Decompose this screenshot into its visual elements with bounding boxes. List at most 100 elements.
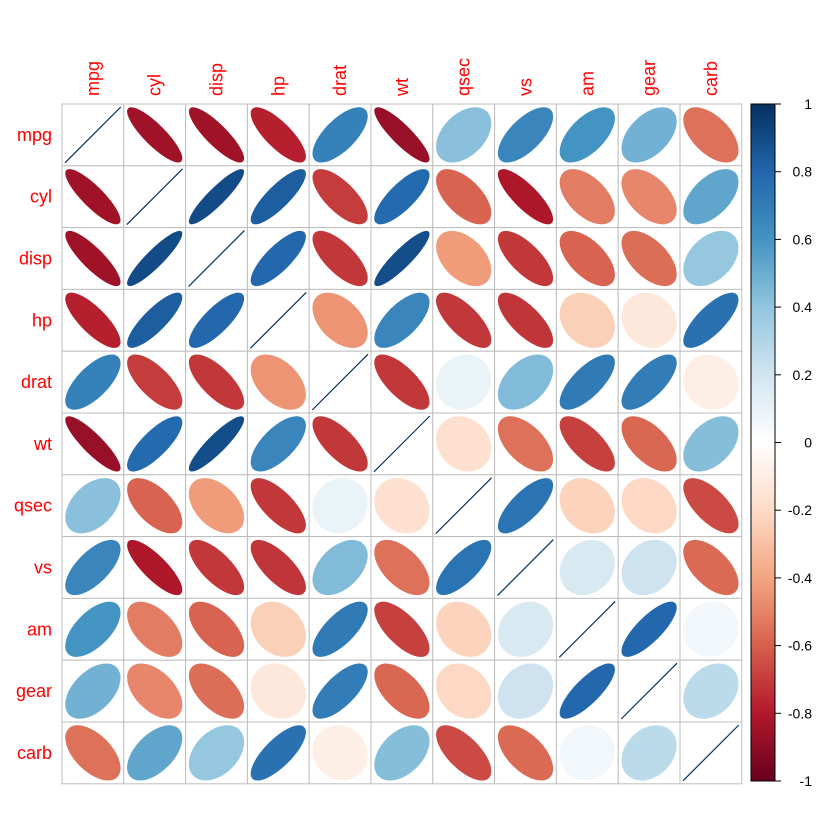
correlation-ellipse [436, 601, 492, 657]
cell-mpg-qsec [432, 103, 496, 167]
correlation-ellipse [683, 292, 739, 348]
column-label-drat: drat [330, 65, 350, 96]
correlation-ellipse [436, 107, 492, 163]
correlation-ellipse [497, 169, 554, 225]
correlation-ellipse [65, 416, 121, 472]
correlation-ellipse [127, 230, 183, 287]
cell-vs-mpg [61, 536, 125, 599]
cell-hp-cyl [123, 288, 187, 352]
colorbar-tick-label: -1 [800, 773, 813, 789]
correlation-ellipse [436, 416, 492, 472]
correlation-ellipse [374, 354, 430, 410]
cell-hp-gear [617, 288, 681, 352]
colorbar-tick-label: 0.4 [793, 299, 813, 315]
colorbar-tick-label: 0 [804, 435, 812, 451]
correlation-ellipse [312, 663, 368, 719]
cell-carb-disp [185, 721, 248, 785]
correlation-ellipse [188, 292, 245, 348]
row-label-wt: wt [33, 434, 52, 454]
correlation-ellipse [683, 663, 739, 719]
correlation-ellipse [374, 230, 430, 287]
cell-cyl-carb [679, 165, 743, 229]
correlation-ellipse [188, 354, 245, 410]
colorbar-tick-label: -0.4 [788, 570, 812, 586]
correlation-ellipse [127, 539, 183, 596]
row-labels: mpg cyl disp hp drat wt qsec vs am gear carb [14, 125, 52, 763]
correlation-ellipse [250, 169, 306, 225]
cell-disp-cyl [123, 227, 187, 290]
correlation-ellipse [127, 725, 183, 781]
correlation-ellipse [312, 292, 368, 348]
correlation-ellipse [188, 416, 245, 472]
colorbar-tick-label: 0.2 [793, 367, 813, 383]
cell-mpg-cyl [123, 103, 187, 167]
cell-am-cyl [123, 597, 187, 661]
correlation-ellipse [65, 478, 121, 534]
cell-qsec-drat [308, 474, 372, 538]
correlation-ellipse [497, 292, 554, 348]
row-label-carb: carb [17, 743, 52, 763]
column-label-mpg: mpg [83, 61, 103, 96]
cell-mpg-mpg [61, 103, 125, 167]
correlation-ellipse [683, 354, 739, 410]
cell-cyl-mpg [61, 165, 125, 229]
correlation-ellipse [559, 725, 615, 781]
correlation-ellipse [127, 292, 183, 348]
correlation-ellipse [497, 478, 554, 534]
cell-drat-hp [246, 350, 310, 414]
correlation-ellipse [436, 539, 492, 596]
correlation-ellipse [683, 107, 739, 163]
correlation-ellipse [621, 292, 677, 348]
correlation-ellipse [312, 107, 368, 163]
correlation-ellipse [127, 663, 183, 719]
correlation-ellipse [497, 725, 554, 781]
correlation-ellipse [559, 354, 615, 410]
colorbar: 1 0.8 0.6 0.4 0.2 0 -0.2 -0.4 -0.6 -0.8 -1 [750, 96, 813, 789]
cell-hp-vs [494, 288, 557, 352]
correlation-ellipse [559, 416, 615, 472]
cell-cyl-qsec [432, 165, 496, 229]
correlation-ellipse [65, 230, 121, 287]
correlation-ellipse [250, 725, 306, 781]
cell-gear-qsec [432, 659, 496, 723]
correlation-ellipse [559, 107, 615, 163]
correlation-mark [497, 539, 554, 596]
cell-qsec-cyl [123, 474, 187, 538]
correlation-ellipse [65, 169, 121, 225]
cell-carb-hp [246, 721, 310, 785]
cell-gear-carb [679, 659, 743, 723]
correlation-ellipse [559, 230, 615, 287]
cell-mpg-gear [617, 103, 681, 167]
correlation-ellipse [683, 230, 739, 287]
cell-disp-disp [185, 227, 248, 290]
cell-wt-vs [494, 412, 557, 476]
cell-cyl-hp [246, 165, 310, 229]
cell-drat-disp [185, 350, 248, 414]
cell-wt-cyl [123, 412, 187, 476]
cell-hp-disp [185, 288, 248, 352]
cell-qsec-am [555, 474, 619, 538]
correlation-ellipse [497, 601, 554, 657]
row-label-hp: hp [32, 310, 52, 330]
row-label-mpg: mpg [17, 125, 52, 145]
row-label-disp: disp [19, 249, 52, 269]
correlation-ellipse [188, 169, 245, 225]
cell-carb-carb [679, 721, 743, 785]
cell-vs-vs [494, 536, 557, 599]
correlation-ellipse [621, 230, 677, 287]
cell-cyl-vs [494, 165, 557, 229]
cell-vs-am [555, 536, 619, 599]
correlation-ellipse [436, 354, 492, 410]
cell-am-wt [370, 597, 434, 661]
correlation-mark [620, 662, 678, 720]
correlation-ellipse [374, 478, 430, 534]
correlation-ellipse [436, 663, 492, 719]
correlation-ellipse [65, 354, 121, 410]
correlation-ellipse [127, 354, 183, 410]
correlation-ellipse [188, 601, 245, 657]
correlation-ellipse [312, 416, 368, 472]
correlation-ellipse [188, 663, 245, 719]
correlation-ellipse [621, 107, 677, 163]
cell-hp-qsec [432, 288, 496, 352]
cell-grid [61, 103, 743, 785]
